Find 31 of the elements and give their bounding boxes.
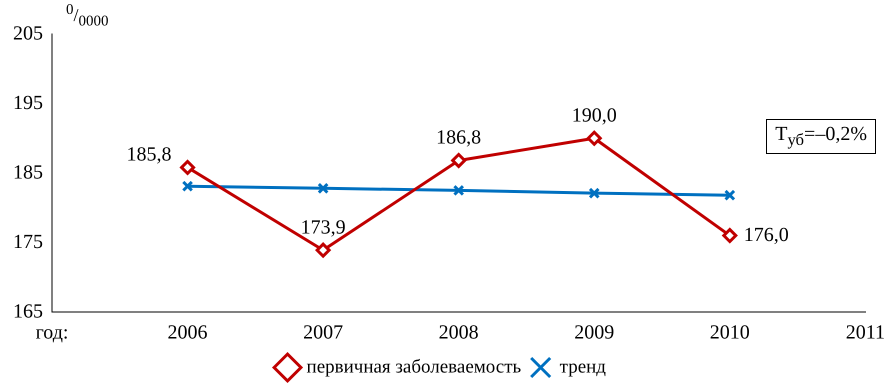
x-tick-label: 2010	[710, 321, 750, 344]
point	[182, 180, 194, 192]
x-tick-label: 2007	[303, 321, 344, 344]
legend-label: первичная заболеваемость	[306, 356, 522, 378]
point	[317, 182, 329, 194]
point	[452, 184, 464, 196]
y-tick-label: 165	[13, 300, 43, 322]
point	[586, 130, 602, 146]
x-tick-label: 2006	[168, 321, 208, 344]
legend-label: тренд	[560, 356, 606, 378]
point	[316, 242, 331, 258]
data-label: 185,8	[126, 144, 172, 166]
x-tick-label: 2009	[574, 321, 614, 344]
y-tick-label: 185	[13, 161, 43, 184]
point	[451, 152, 466, 168]
data-label: 176,0	[744, 224, 789, 246]
point	[724, 190, 736, 201]
data-label: 190,0	[572, 104, 617, 126]
x-axis-title: год:	[36, 321, 68, 344]
data-label: 186,8	[436, 126, 482, 149]
annotation: Т$_{уб}$=–0,2%	[766, 119, 876, 154]
y-tick-label: 205	[13, 22, 43, 44]
data-label: 173,9	[300, 216, 346, 238]
point	[180, 160, 196, 175]
point	[588, 187, 600, 199]
y-tick-label: 195	[13, 92, 43, 114]
y-tick-label: 175	[13, 230, 43, 253]
x-tick-label: 2008	[438, 321, 479, 344]
y-axis-title: $^{0}$/$_{0000}$	[66, 2, 109, 31]
point	[722, 228, 738, 244]
x-tick-label: 2011	[846, 321, 886, 344]
